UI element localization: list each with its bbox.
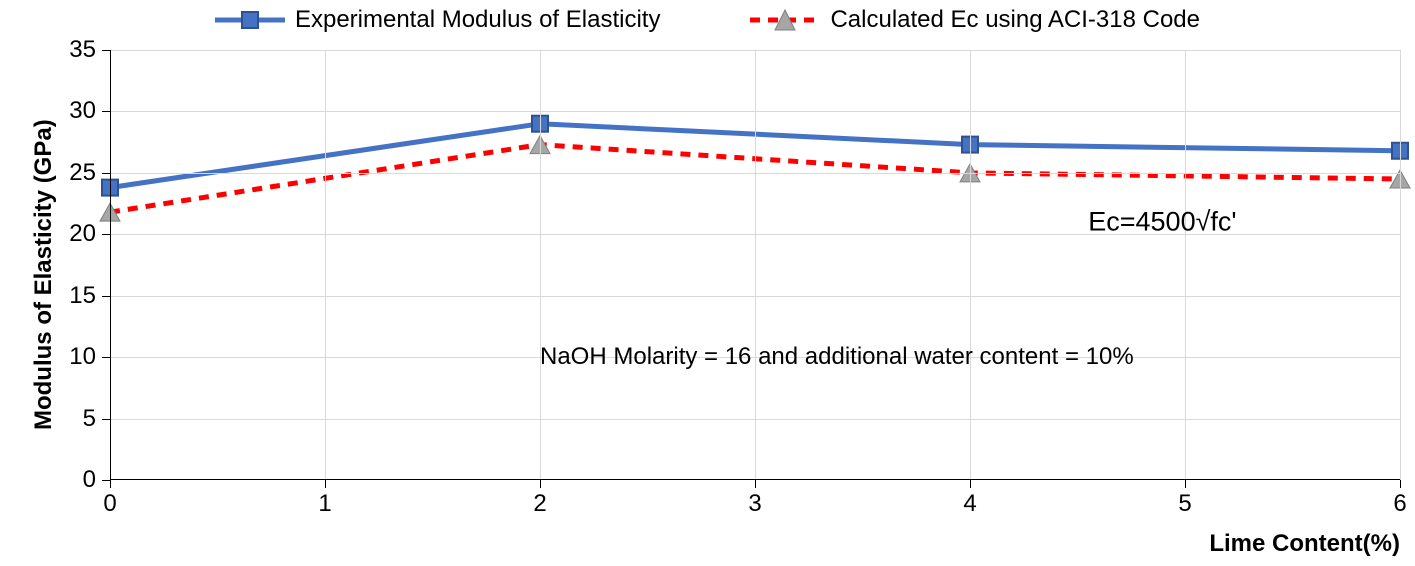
gridline-v	[1400, 50, 1401, 480]
y-tick-label: 10	[69, 343, 110, 371]
y-tick-label: 15	[69, 282, 110, 310]
legend-label-calculated: Calculated Ec using ACI-318 Code	[830, 6, 1200, 34]
gridline-v	[755, 50, 756, 480]
y-tick-label: 25	[69, 159, 110, 187]
x-tick-label: 5	[1178, 480, 1191, 518]
y-axis-line	[110, 50, 111, 480]
y-tick-label: 20	[69, 220, 110, 248]
annotation-formula: Ec=4500√fc'	[1088, 207, 1236, 238]
legend-item-experimental: Experimental Modulus of Elasticity	[215, 6, 660, 34]
x-tick-label: 4	[963, 480, 976, 518]
gridline-v	[1185, 50, 1186, 480]
y-tick-label: 5	[83, 405, 110, 433]
x-tick-label: 6	[1393, 480, 1406, 518]
legend-swatch-calculated	[750, 8, 820, 32]
gridline-v	[540, 50, 541, 480]
x-tick-label: 2	[533, 480, 546, 518]
y-tick-label: 35	[69, 36, 110, 64]
annotation-note: NaOH Molarity = 16 and additional water …	[540, 343, 1134, 371]
legend-swatch-experimental	[215, 8, 285, 32]
gridline-v	[970, 50, 971, 480]
legend-item-calculated: Calculated Ec using ACI-318 Code	[750, 6, 1200, 34]
legend-label-experimental: Experimental Modulus of Elasticity	[295, 6, 660, 34]
gridline-v	[325, 50, 326, 480]
y-tick-label: 30	[69, 97, 110, 125]
y-axis-label: Modulus of Elasticity (GPa)	[30, 119, 58, 430]
x-axis-label: Lime Content(%)	[1209, 530, 1400, 558]
x-tick-label: 1	[318, 480, 331, 518]
chart-container: Experimental Modulus of Elasticity Calcu…	[0, 0, 1415, 566]
plot-area: 051015202530350123456NaOH Molarity = 16 …	[110, 50, 1400, 480]
x-tick-label: 3	[748, 480, 761, 518]
x-tick-label: 0	[103, 480, 116, 518]
legend: Experimental Modulus of Elasticity Calcu…	[0, 6, 1415, 34]
x-axis-line	[110, 479, 1400, 480]
